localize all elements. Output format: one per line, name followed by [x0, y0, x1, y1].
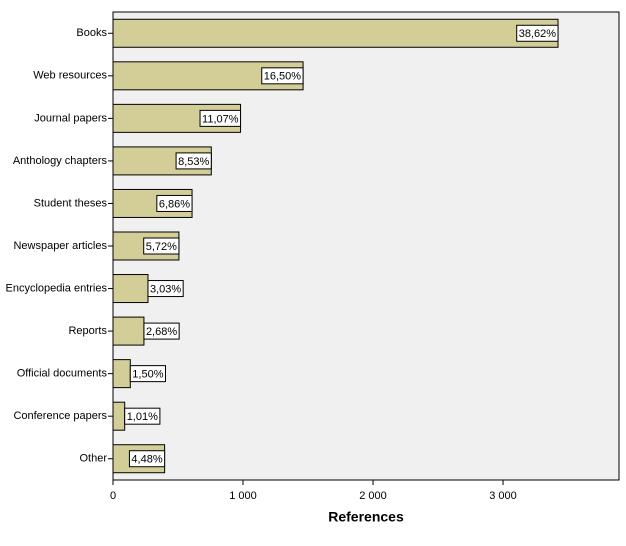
value-label-box — [124, 407, 161, 425]
bar — [112, 316, 145, 346]
y-tick-label: Anthology chapters — [13, 155, 108, 167]
value-label: 1,01% — [127, 411, 158, 423]
value-label-box — [156, 194, 193, 212]
y-tick-label: Official documents — [17, 368, 108, 380]
value-label-box — [516, 24, 559, 42]
x-tick-label: 0 — [110, 490, 116, 502]
y-tick-label: Newspaper articles — [13, 240, 107, 252]
x-tick-label: 3 000 — [489, 490, 517, 502]
bar — [112, 401, 126, 431]
value-label: 4,48% — [131, 454, 162, 466]
value-label-box — [199, 109, 242, 127]
value-label-box — [175, 152, 212, 170]
x-tick-label: 1 000 — [229, 490, 257, 502]
y-tick-label: Encyclopedia entries — [5, 282, 107, 294]
y-tick-label: Books — [76, 27, 107, 39]
value-label-box — [261, 67, 304, 85]
value-label-box — [147, 280, 184, 298]
value-label: 1,50% — [132, 369, 163, 381]
value-label: 8,53% — [178, 156, 209, 168]
value-label-box — [128, 450, 166, 468]
value-label: 38,62% — [519, 28, 557, 40]
value-label-box — [129, 365, 166, 383]
value-label: 11,07% — [202, 113, 239, 125]
x-axis-label: References — [328, 509, 404, 525]
value-label-box — [143, 237, 180, 255]
y-tick-label: Other — [79, 453, 107, 465]
value-label-box — [143, 322, 180, 340]
bar — [112, 274, 149, 304]
y-tick-label: Journal papers — [34, 112, 107, 124]
value-label: 16,50% — [264, 71, 302, 83]
value-label: 3,03% — [150, 283, 181, 295]
bar — [112, 359, 131, 389]
y-tick-label: Conference papers — [13, 410, 107, 422]
value-label: 6,86% — [159, 198, 190, 210]
y-tick-label: Reports — [68, 325, 107, 337]
y-tick-label: Student theses — [34, 197, 108, 209]
value-label: 2,68% — [146, 326, 177, 338]
bar — [112, 18, 559, 48]
value-label: 5,72% — [146, 241, 177, 253]
x-tick-label: 2 000 — [359, 490, 387, 502]
y-tick-label: Web resources — [33, 70, 107, 82]
